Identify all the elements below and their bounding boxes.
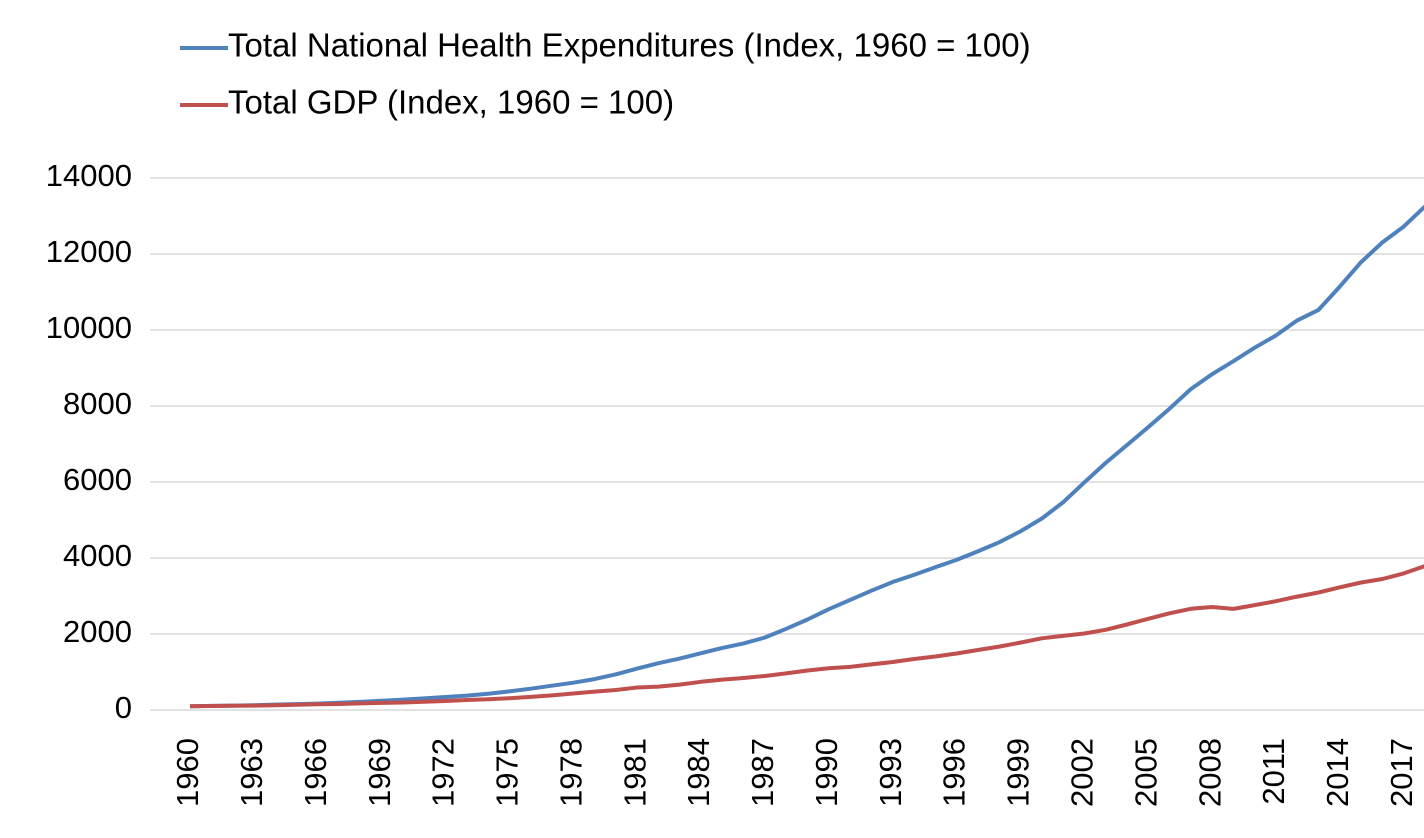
y-tick-label: 14000 (46, 158, 132, 193)
legend-label: Total GDP (Index, 1960 = 100) (228, 84, 674, 121)
x-tick-label: 1963 (234, 738, 269, 807)
y-tick-label: 12000 (46, 234, 132, 269)
x-tick-label: 1999 (1001, 738, 1036, 807)
series-line (189, 564, 1424, 709)
x-tick-label: 2014 (1320, 738, 1355, 807)
x-tick-label: 2002 (1064, 738, 1099, 807)
x-tick-label: 1966 (298, 738, 333, 807)
y-tick-label: 0 (115, 690, 132, 725)
y-tick-label: 10000 (46, 310, 132, 345)
x-tick-label: 1987 (745, 738, 780, 807)
x-tick-label: 1969 (362, 738, 397, 807)
x-tick-label: 1978 (553, 738, 588, 807)
x-tick-label: 1975 (490, 738, 525, 807)
y-tick-label: 6000 (63, 462, 132, 497)
x-tick-label: 1996 (937, 738, 972, 807)
legend-label: Total National Health Expenditures (Inde… (228, 27, 1031, 64)
x-tick-label: 1960 (170, 738, 205, 807)
x-tick-label: 1984 (681, 738, 716, 807)
y-tick-label: 4000 (63, 538, 132, 573)
x-tick-label: 2005 (1128, 738, 1163, 807)
series-line (189, 204, 1424, 709)
y-tick-label: 8000 (63, 386, 132, 421)
x-tick-label: 1993 (873, 738, 908, 807)
x-tick-label: 2011 (1256, 738, 1291, 805)
x-tick-label: 2017 (1384, 738, 1419, 807)
y-tick-label: 2000 (63, 614, 132, 649)
x-tick-label: 1972 (426, 738, 461, 807)
x-tick-label: 1981 (617, 738, 652, 807)
x-tick-label: 1990 (809, 738, 844, 807)
x-tick-label: 2008 (1192, 738, 1227, 807)
